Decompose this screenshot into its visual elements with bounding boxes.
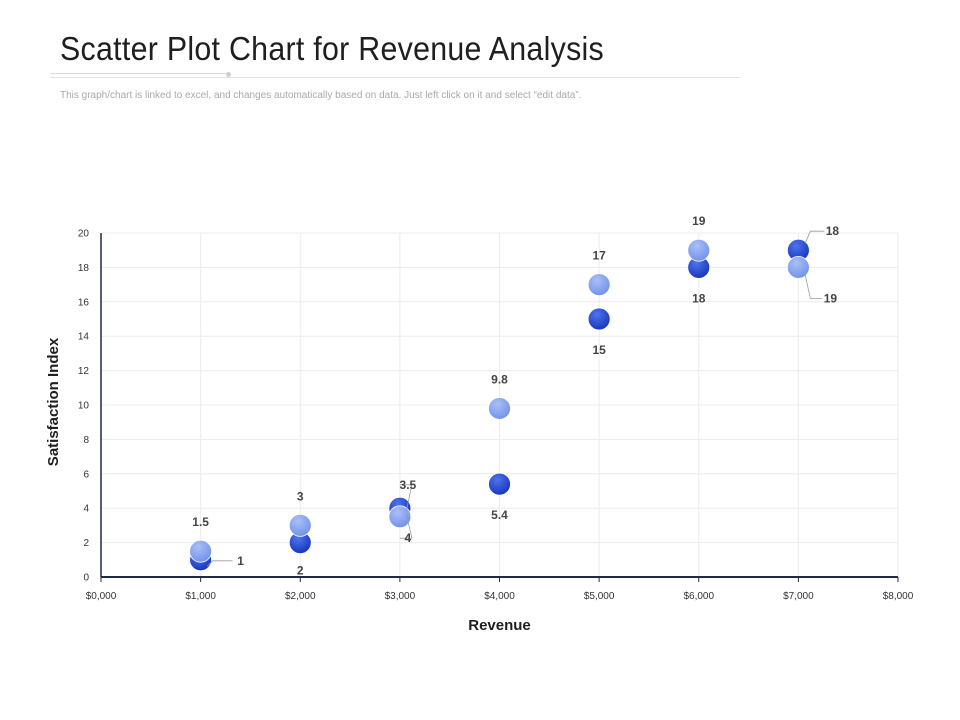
scatter-point bbox=[587, 273, 611, 297]
y-tick-label: 6 bbox=[83, 469, 89, 480]
scatter-point bbox=[786, 255, 810, 279]
data-label-leader bbox=[399, 514, 413, 539]
data-label-leader bbox=[206, 560, 233, 567]
data-label: 19 bbox=[824, 291, 838, 305]
grid-layer bbox=[101, 232, 899, 577]
x-tick-label: $5,000 bbox=[584, 591, 615, 602]
scatter-point bbox=[388, 505, 412, 529]
data-label-leader bbox=[399, 484, 413, 511]
y-tick-label: 2 bbox=[83, 538, 89, 549]
scatter-point bbox=[189, 539, 213, 563]
title-underline-dot bbox=[226, 72, 231, 77]
data-label: 17 bbox=[592, 249, 606, 263]
data-label: 2 bbox=[297, 564, 304, 578]
x-tick-label: $8,000 bbox=[883, 591, 914, 602]
data-label: 5.4 bbox=[491, 508, 508, 522]
x-tick-label: $4,000 bbox=[484, 591, 515, 602]
data-label: 3.5 bbox=[400, 478, 417, 492]
y-tick-label: 4 bbox=[83, 504, 89, 515]
y-tick-label: 10 bbox=[78, 401, 90, 412]
data-label-leader bbox=[804, 273, 823, 299]
marker-layer bbox=[189, 238, 810, 572]
y-axis-title: Satisfaction Index bbox=[45, 337, 62, 466]
y-tick-label: 12 bbox=[78, 366, 90, 377]
x-tick-label: $2,000 bbox=[285, 591, 316, 602]
y-tick-label: 16 bbox=[78, 297, 90, 308]
data-label: 1 bbox=[237, 554, 244, 568]
scatter-point bbox=[288, 514, 312, 537]
y-tick-label: 20 bbox=[78, 229, 90, 240]
data-label: 1.5 bbox=[192, 515, 209, 529]
x-tick-label: $3,000 bbox=[385, 591, 416, 602]
y-tick-label: 18 bbox=[78, 263, 90, 274]
scatter-point bbox=[587, 307, 611, 331]
x-tick-label: $7,000 bbox=[783, 591, 814, 602]
page-title: Scatter Plot Chart for Revenue Analysis bbox=[60, 30, 605, 67]
x-tick-label: $6,000 bbox=[683, 591, 714, 602]
title-underline-accent bbox=[50, 73, 228, 74]
y-tick-label: 0 bbox=[83, 573, 89, 584]
scatter-point bbox=[488, 472, 511, 496]
scatter-point bbox=[488, 397, 511, 420]
page-subtitle: This graph/chart is linked to excel, and… bbox=[60, 90, 582, 101]
x-axis-title: Revenue bbox=[468, 617, 531, 634]
data-label: 18 bbox=[692, 291, 706, 305]
data-label-leader bbox=[804, 230, 825, 244]
data-label: 9.8 bbox=[491, 372, 508, 386]
scatter-point bbox=[687, 238, 711, 262]
title-underline bbox=[50, 77, 740, 78]
y-tick-label: 14 bbox=[78, 332, 90, 343]
y-tick-label: 8 bbox=[83, 435, 89, 446]
x-tick-label: $0,000 bbox=[86, 591, 117, 602]
data-label: 15 bbox=[592, 343, 606, 357]
data-label-layer: 1 2 4 5.4 15 18 18 1.5 3 3.5 9.8 17 19 19 bbox=[192, 214, 839, 577]
data-label: 18 bbox=[826, 224, 840, 238]
data-label: 4 bbox=[405, 531, 412, 545]
x-tick-label: $1,000 bbox=[185, 591, 216, 602]
data-label: 3 bbox=[297, 489, 304, 503]
data-label: 19 bbox=[692, 214, 706, 228]
